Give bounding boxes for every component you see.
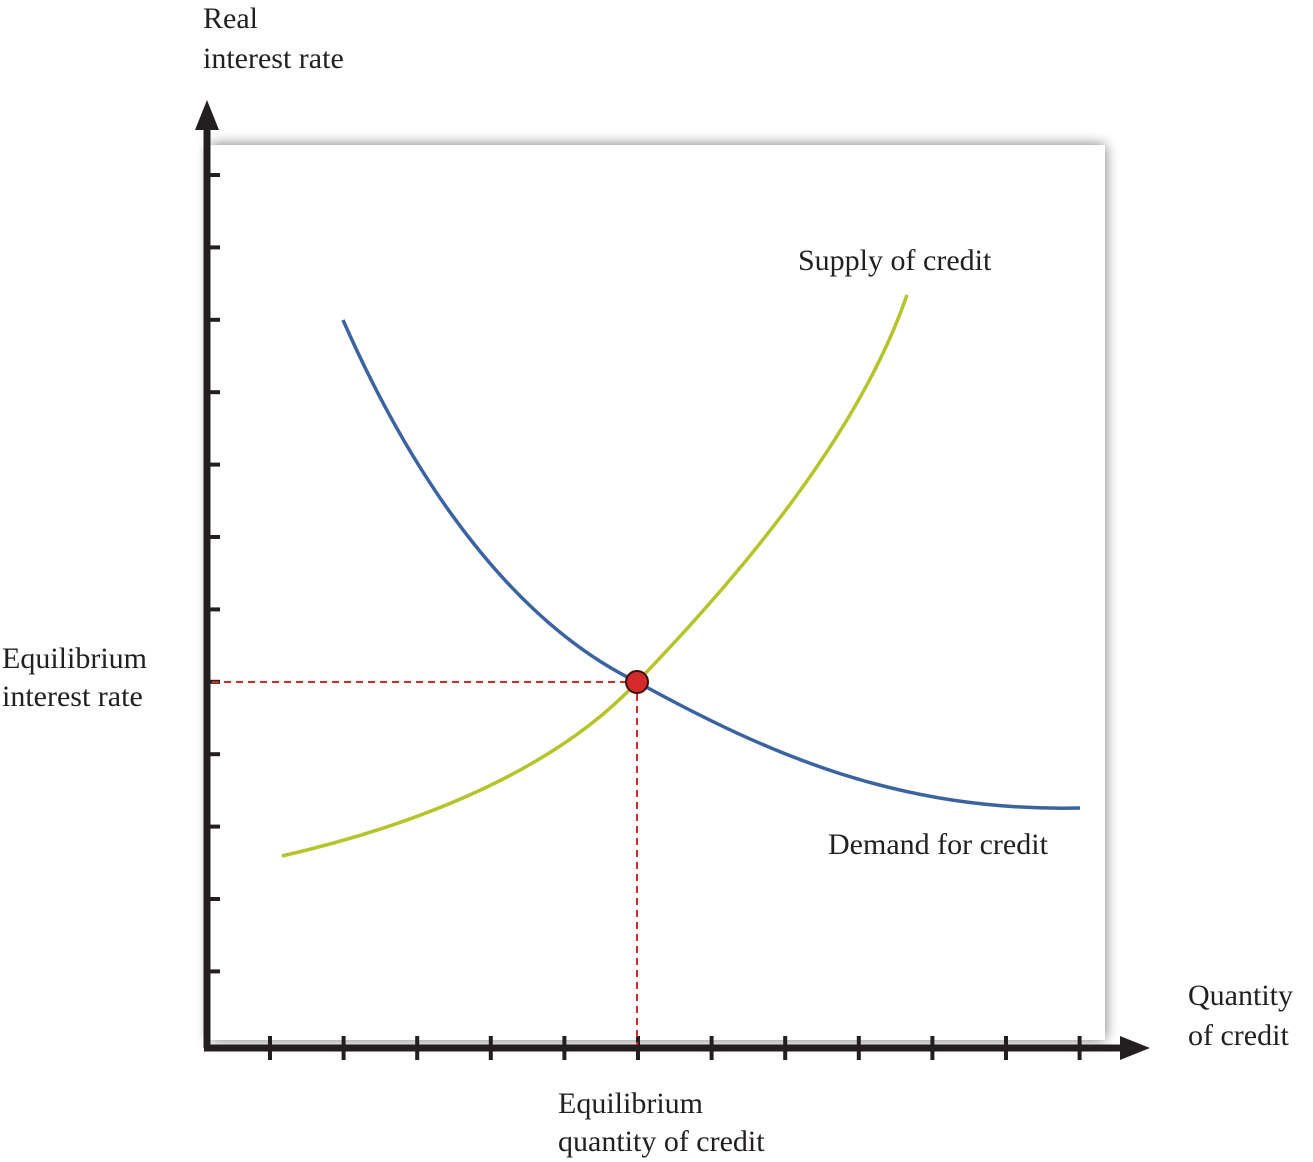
equilibrium-point — [625, 670, 649, 694]
plot-area — [210, 145, 1105, 1040]
equilibrium-rate-label: interest rate — [2, 680, 143, 713]
x-axis-label: of credit — [1188, 1019, 1289, 1052]
x-axis-label: Quantity — [1188, 979, 1293, 1012]
y-axis-label: Real — [203, 2, 258, 35]
demand-label: Demand for credit — [828, 828, 1049, 861]
y-axis-label: interest rate — [203, 42, 344, 75]
x-axis-arrow — [1120, 1036, 1150, 1060]
equilibrium-rate-label: Equilibrium — [2, 642, 147, 675]
equilibrium-quantity-label: quantity of credit — [558, 1125, 765, 1158]
supply-label: Supply of credit — [798, 244, 992, 277]
equilibrium-quantity-label: Equilibrium — [558, 1087, 703, 1120]
y-axis-arrow — [195, 100, 219, 130]
